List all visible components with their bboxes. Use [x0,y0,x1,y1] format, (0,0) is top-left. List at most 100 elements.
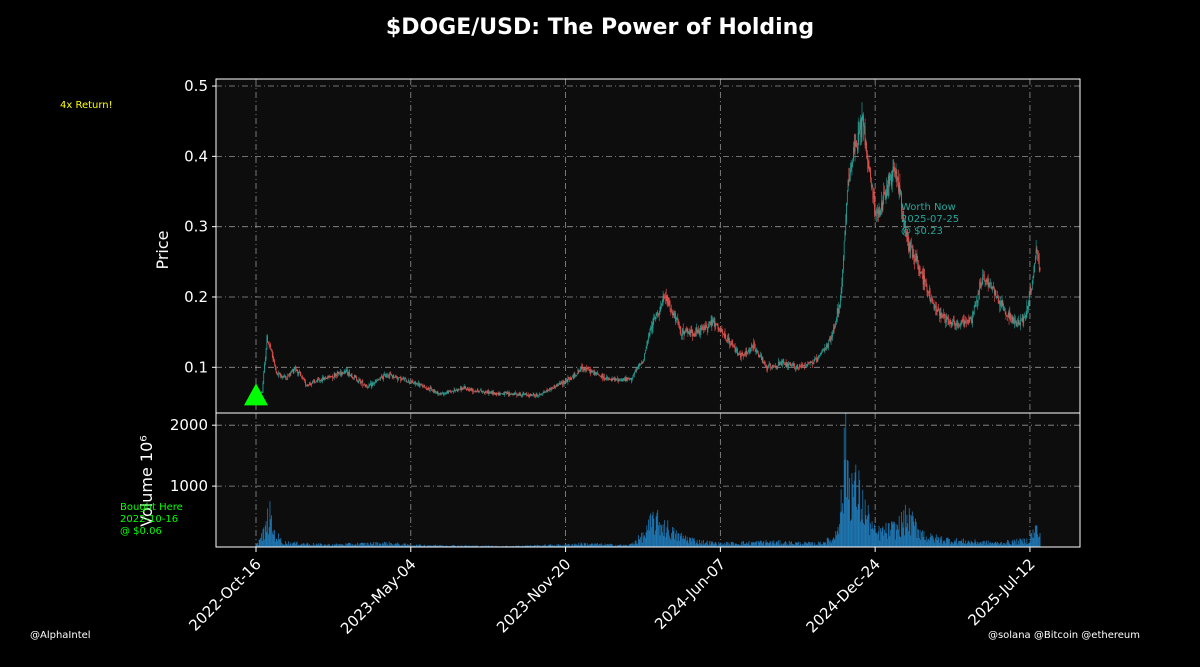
price-candle-body [442,392,444,395]
volume-bar [258,539,260,547]
volume-y-label: Volume 10⁶ [137,435,156,526]
price-candle-body [1035,248,1037,258]
volume-bar [828,539,830,547]
price-candle-body [627,377,629,379]
volume-bar [775,541,777,547]
price-candle-body [999,303,1001,306]
price-candle-body [408,380,410,383]
price-candle-body [321,380,323,382]
volume-bar [712,541,714,547]
volume-bar [468,545,470,547]
price-candle-body [809,362,810,364]
price-candle-body [872,186,874,200]
volume-bar [322,545,323,547]
volume-bar [705,542,707,547]
price-candle-body [824,348,826,352]
volume-bar [815,545,816,547]
price-candle-body [1007,314,1008,316]
worth-note: Worth Now 2025-07-25 @ $0.23 [901,202,959,237]
volume-bar [363,542,365,547]
volume-bar [1004,543,1006,547]
price-candle-body [309,383,310,386]
price-candle-body [878,210,880,215]
volume-bar [666,527,668,547]
price-candle-body [761,357,763,361]
price-candle-body [833,327,835,329]
price-candle-body [722,330,724,335]
volume-bar [857,504,859,547]
price-candle-body [836,308,838,319]
price-candle-body [857,146,858,151]
volume-bar [320,543,322,547]
volume-bar [1017,540,1019,547]
volume-bar [818,541,820,547]
volume-bar [950,542,952,547]
volume-bar [353,544,355,547]
volume-bar [407,543,409,547]
price-candle-body [381,376,383,378]
volume-bar [490,545,492,547]
volume-bar [391,543,392,547]
volume-bar [852,484,854,547]
price-candle-body [955,324,956,326]
price-candle-body [737,349,738,355]
volume-bar [372,543,374,547]
price-candle-body [589,368,591,374]
volume-bar [552,545,553,547]
price-candle-body [935,305,936,308]
volume-bar [656,512,658,547]
price-candle-body [370,383,372,387]
volume-bar [452,545,454,547]
volume-bar [597,545,599,547]
volume-bar [549,544,551,547]
volume-bar [541,545,543,547]
price-candle-body [645,348,647,351]
price-candle-body [322,377,324,380]
price-candle-body [807,362,809,366]
price-candle-body [507,392,509,395]
price-candle-body [461,387,463,391]
bought-note: Bought Here 2022-10-16 @ $0.06 [120,502,183,537]
volume-bar [349,542,351,547]
volume-bar [922,536,924,547]
volume-bar [975,541,977,547]
volume-bar [360,542,362,547]
price-candle-body [821,351,823,354]
price-candle-body [845,222,847,231]
price-candle-body [634,372,635,375]
price-candle-body [756,350,758,352]
price-candle-body [641,363,642,365]
volume-bar [336,544,338,547]
volume-bar [668,535,670,547]
price-candle-body [454,389,456,391]
price-candle-body [726,339,728,342]
price-candle-body [338,373,340,375]
volume-bar [346,543,348,547]
price-candle-body [731,343,733,344]
volume-bar [324,544,326,547]
volume-bar [985,542,987,547]
price-candle-body [504,391,505,395]
volume-bar [624,544,626,547]
volume-bar [434,545,436,547]
volume-bar [773,540,775,547]
price-candle-body [671,310,672,312]
volume-bar [610,544,612,547]
volume-bar [312,542,314,547]
price-candle-body [833,327,834,333]
price-candle-body [600,375,601,377]
volume-bar [747,543,749,547]
volume-bar [577,545,579,547]
price-candle-body [840,292,842,297]
volume-bar [768,543,770,547]
price-candle-body [877,213,879,215]
volume-bar [583,542,585,547]
price-candle-body [674,313,676,318]
price-candle-body [517,395,518,397]
volume-bar [589,544,591,547]
volume-bar [844,459,846,547]
volume-bar [326,545,327,547]
price-candle-body [774,365,775,367]
volume-bar [695,542,697,547]
price-candle-body [285,377,287,380]
